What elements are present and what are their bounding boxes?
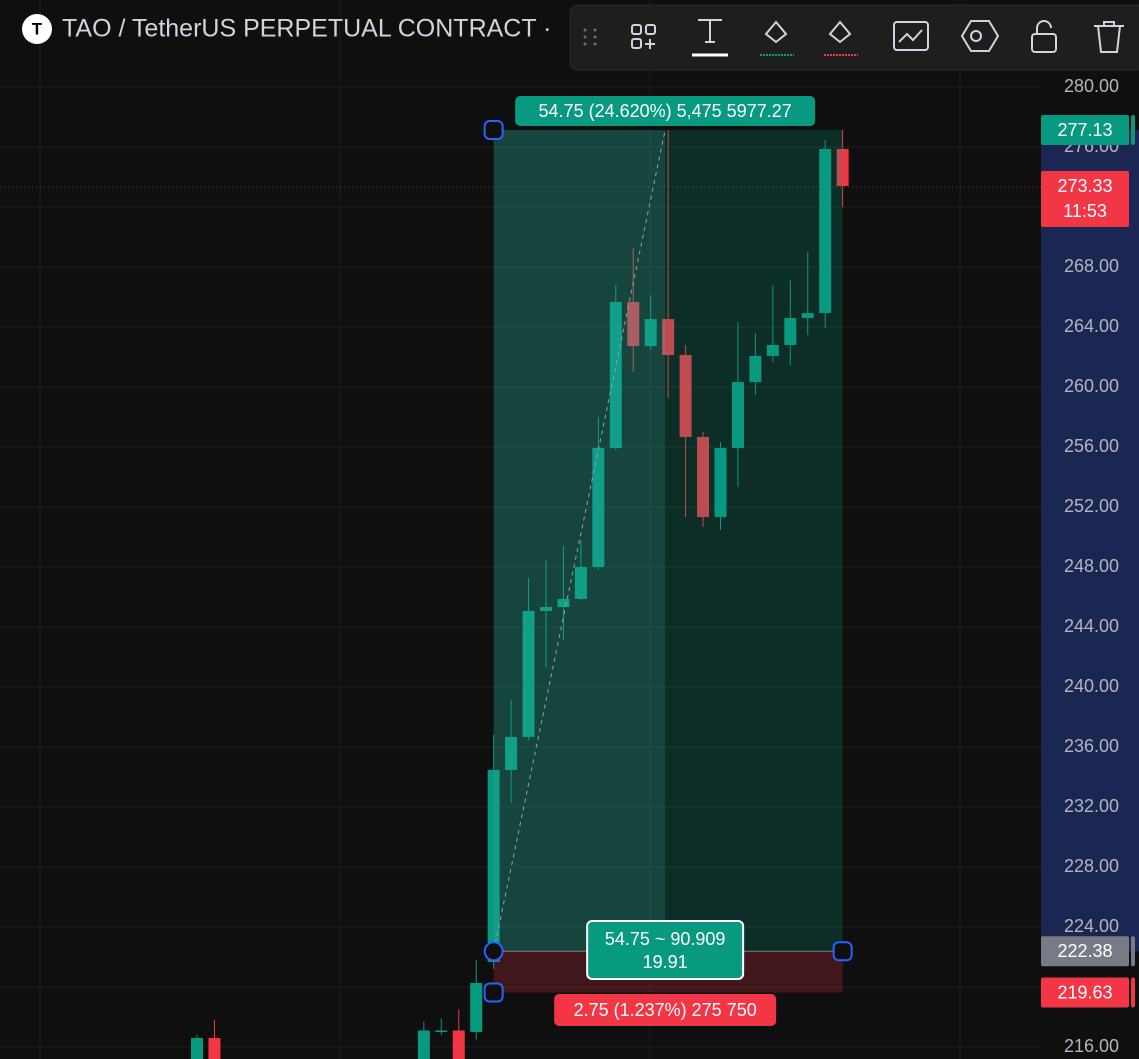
y-tick-label: 216.00 [1064, 1036, 1119, 1056]
candle-body [609, 301, 622, 449]
y-tick-label: 252.00 [1064, 496, 1119, 516]
y-tick-label: 256.00 [1064, 436, 1119, 456]
candle-body [574, 567, 587, 599]
y-tick-label: 228.00 [1064, 856, 1119, 876]
center-label-bg [586, 920, 745, 980]
stop-price-badge-bg [1041, 977, 1129, 1008]
candle-body [627, 301, 640, 347]
y-tick-label: 236.00 [1064, 736, 1119, 756]
candle-body [557, 598, 570, 608]
chart-title: TAO / TetherUS PERPETUAL CONTRACT · [62, 15, 551, 43]
candle-body [731, 382, 744, 449]
last-price-badge: 273.33 [1057, 176, 1112, 196]
target-label: 54.75 (24.620%) 5,475 5977.27 [539, 101, 792, 121]
stop-label: 2.75 (1.237%) 275 750 [574, 1000, 757, 1020]
entry-price-badge-tab [1131, 936, 1135, 967]
logo-text: T [32, 19, 43, 38]
trade-path [493, 129, 666, 952]
y-tick-label: 260.00 [1064, 376, 1119, 396]
grid [39, 0, 961, 1059]
delete-button[interactable] [1094, 21, 1124, 53]
candle-body [679, 355, 692, 437]
lock-button[interactable] [1031, 20, 1057, 53]
y-tick-label: 264.00 [1064, 316, 1119, 336]
candle-body [749, 355, 762, 383]
target-zone-right [665, 130, 843, 952]
candle-body [644, 319, 657, 347]
target-price-badge-bg [1041, 115, 1129, 146]
handle[interactable] [832, 941, 853, 962]
candle-body [801, 313, 814, 318]
candle-body [592, 448, 605, 567]
stop-label-bg [554, 994, 777, 1026]
candle-body [435, 1030, 448, 1032]
object-settings-button[interactable] [960, 20, 1000, 52]
y-tick-label: 244.00 [1064, 616, 1119, 636]
candle-body [784, 318, 797, 345]
candle-body [714, 448, 727, 518]
logo [22, 14, 52, 44]
y-tick-label: 232.00 [1064, 796, 1119, 816]
text-button[interactable] [692, 19, 728, 57]
candle-body [417, 1030, 430, 1059]
center-label: 54.75 ~ 90.909 [605, 929, 726, 949]
stop-price-badge-tab [1131, 977, 1135, 1008]
candle-body [662, 319, 675, 356]
candle-body [540, 607, 552, 611]
stop-price-badge: 219.63 [1057, 982, 1112, 1002]
drawing-toolbar [569, 4, 1139, 71]
candle-body [191, 1038, 203, 1059]
y-tick-label: 248.00 [1064, 556, 1119, 576]
candle-body [819, 148, 832, 314]
templates-button[interactable] [631, 24, 656, 49]
handle[interactable] [483, 120, 504, 141]
axis-range-highlight [1041, 130, 1139, 952]
target-label-bg [515, 96, 816, 126]
fill-color-button[interactable] [760, 20, 794, 56]
handle[interactable] [483, 982, 504, 1003]
center-sublabel: 19.91 [643, 952, 688, 972]
candle-body [208, 1038, 221, 1059]
entry-price-badge-bg [1041, 936, 1129, 967]
plot: 216.00220.00224.00228.00232.00236.00240.… [0, 76, 1139, 1059]
y-tick-label: 280.00 [1064, 76, 1119, 96]
entry-handle[interactable] [483, 941, 504, 962]
y-tick-label: 240.00 [1064, 676, 1119, 696]
target-price-badge-tab [1131, 115, 1135, 146]
candle-body [452, 1030, 465, 1059]
y-tick-label: 224.00 [1064, 916, 1119, 936]
y-tick-label: 268.00 [1064, 256, 1119, 276]
drag-handle[interactable] [583, 28, 597, 46]
stop-color-button[interactable] [824, 20, 858, 56]
candle-body [766, 345, 779, 356]
candle-body [505, 736, 518, 770]
countdown: 11:53 [1063, 201, 1107, 221]
candle-body [470, 982, 483, 1032]
candle-body [697, 436, 710, 518]
candle-body [836, 148, 849, 186]
candle-body [522, 610, 535, 737]
entry-price-badge: 222.38 [1057, 941, 1112, 961]
toolbar-bg [569, 4, 1139, 71]
target-price-badge: 277.13 [1057, 120, 1112, 140]
candle-body [487, 769, 500, 962]
settings-button[interactable] [893, 21, 929, 51]
last-price-badge-bg [1041, 171, 1129, 228]
